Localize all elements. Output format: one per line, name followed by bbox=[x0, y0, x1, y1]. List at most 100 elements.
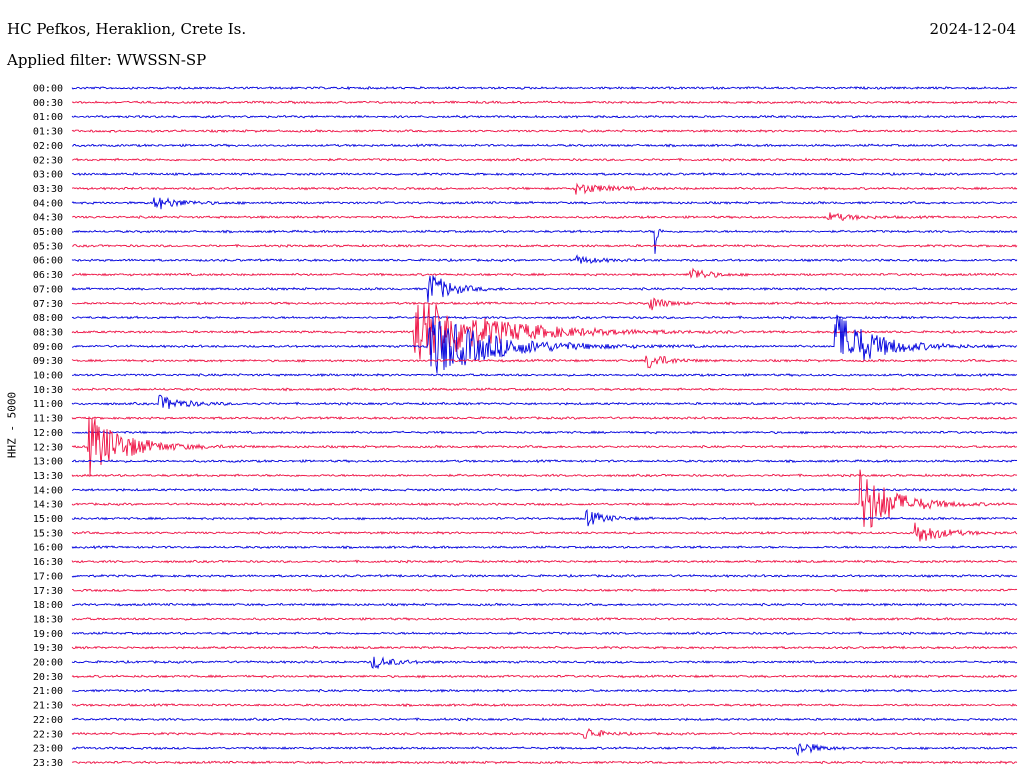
trace-1700 bbox=[71, 573, 1018, 578]
trace-2100 bbox=[71, 688, 1018, 693]
row-time-label: 16:00 bbox=[33, 543, 63, 554]
row-time-label: 02:00 bbox=[33, 141, 63, 152]
row-time-label: 07:30 bbox=[33, 299, 63, 310]
row-time-label: 03:00 bbox=[33, 170, 63, 181]
row-time-label: 03:30 bbox=[33, 184, 63, 195]
trace-1500 bbox=[71, 508, 1018, 527]
trace-1530 bbox=[71, 522, 1018, 542]
trace-1330 bbox=[71, 473, 1018, 478]
trace-1400 bbox=[71, 487, 1018, 492]
row-time-label: 10:30 bbox=[33, 385, 63, 396]
trace-1800 bbox=[71, 602, 1018, 607]
trace-0830 bbox=[71, 302, 1018, 360]
row-time-label: 04:30 bbox=[33, 213, 63, 224]
row-time-label: 21:30 bbox=[33, 701, 63, 712]
row-time-label: 00:30 bbox=[33, 98, 63, 109]
trace-1100 bbox=[71, 394, 1018, 409]
trace-1030 bbox=[71, 387, 1018, 392]
trace-0630 bbox=[71, 267, 1018, 279]
trace-2300 bbox=[71, 743, 1018, 757]
row-time-label: 18:30 bbox=[33, 614, 63, 625]
trace-1230 bbox=[71, 416, 1018, 477]
trace-2030 bbox=[71, 674, 1018, 679]
trace-2230 bbox=[71, 728, 1018, 739]
row-time-label: 13:00 bbox=[33, 457, 63, 468]
row-time-label: 21:00 bbox=[33, 686, 63, 697]
row-time-label: 11:30 bbox=[33, 414, 63, 425]
trace-1000 bbox=[72, 372, 1018, 378]
trace-0730 bbox=[71, 297, 1018, 311]
trace-1200 bbox=[71, 430, 1018, 435]
row-time-label: 17:00 bbox=[33, 571, 63, 582]
trace-0530 bbox=[71, 243, 1018, 248]
trace-0600 bbox=[71, 254, 1018, 264]
row-time-label: 13:30 bbox=[33, 471, 63, 482]
trace-1600 bbox=[71, 545, 1018, 550]
row-time-label: 11:00 bbox=[33, 399, 63, 410]
trace-0700 bbox=[71, 275, 1018, 303]
trace-0230 bbox=[71, 157, 1018, 162]
trace-1130 bbox=[71, 415, 1018, 421]
row-time-label: 19:30 bbox=[33, 643, 63, 654]
row-time-label: 16:30 bbox=[33, 557, 63, 568]
row-time-label: 06:00 bbox=[33, 256, 63, 267]
trace-0400 bbox=[71, 197, 1018, 210]
trace-2330 bbox=[71, 760, 1018, 765]
row-time-label: 08:30 bbox=[33, 327, 63, 338]
row-time-label: 07:00 bbox=[33, 284, 63, 295]
station-title: HC Pefkos, Heraklion, Crete Is. bbox=[7, 20, 247, 38]
trace-0130 bbox=[71, 128, 1018, 134]
trace-1430 bbox=[71, 469, 1018, 528]
row-time-label: 22:00 bbox=[33, 715, 63, 726]
trace-1630 bbox=[71, 559, 1018, 564]
trace-0100 bbox=[71, 114, 1018, 119]
row-time-label: 15:30 bbox=[33, 528, 63, 539]
trace-1930 bbox=[71, 645, 1018, 650]
trace-2000 bbox=[71, 656, 1018, 670]
row-time-label: 08:00 bbox=[33, 313, 63, 324]
row-time-label: 09:00 bbox=[33, 342, 63, 353]
trace-1300 bbox=[71, 459, 1018, 464]
row-time-label: 14:30 bbox=[33, 500, 63, 511]
trace-1730 bbox=[72, 588, 1018, 593]
trace-0030 bbox=[71, 100, 1018, 105]
trace-0330 bbox=[71, 182, 1018, 195]
trace-2200 bbox=[71, 717, 1018, 722]
row-time-label: 05:30 bbox=[33, 241, 63, 252]
trace-1900 bbox=[71, 631, 1018, 636]
trace-0200 bbox=[71, 143, 1018, 148]
trace-0300 bbox=[71, 171, 1018, 177]
trace-0900 bbox=[71, 314, 1018, 374]
row-time-label: 05:00 bbox=[33, 227, 63, 238]
row-time-label: 02:30 bbox=[33, 155, 63, 166]
filter-label: Applied filter: WWSSN-SP bbox=[7, 51, 207, 69]
trace-1830 bbox=[71, 616, 1018, 622]
row-time-label: 23:00 bbox=[33, 744, 63, 755]
row-time-label: 22:30 bbox=[33, 729, 63, 740]
row-time-label: 19:00 bbox=[33, 629, 63, 640]
row-time-label: 18:00 bbox=[33, 600, 63, 611]
row-time-label: 20:30 bbox=[33, 672, 63, 683]
row-time-label: 10:00 bbox=[33, 371, 63, 382]
row-time-label: 14:00 bbox=[33, 485, 63, 496]
trace-0500 bbox=[72, 228, 1018, 254]
row-time-label: 01:00 bbox=[33, 112, 63, 123]
row-time-label: 23:30 bbox=[33, 758, 63, 769]
row-time-label: 17:30 bbox=[33, 586, 63, 597]
row-time-label: 01:30 bbox=[33, 127, 63, 138]
row-time-label: 12:30 bbox=[33, 442, 63, 453]
row-time-label: 00:00 bbox=[33, 84, 63, 95]
date-label: 2024-12-04 bbox=[929, 20, 1016, 38]
row-time-label: 15:00 bbox=[33, 514, 63, 525]
trace-0800 bbox=[71, 315, 1018, 320]
trace-0930 bbox=[71, 355, 1018, 369]
row-time-label: 09:30 bbox=[33, 356, 63, 367]
row-time-label: 12:00 bbox=[33, 428, 63, 439]
trace-0000 bbox=[71, 85, 1018, 91]
trace-0430 bbox=[71, 212, 1018, 222]
trace-2130 bbox=[71, 702, 1018, 708]
row-time-label: 06:30 bbox=[33, 270, 63, 281]
row-time-label: 20:00 bbox=[33, 658, 63, 669]
row-time-label: 04:00 bbox=[33, 198, 63, 209]
